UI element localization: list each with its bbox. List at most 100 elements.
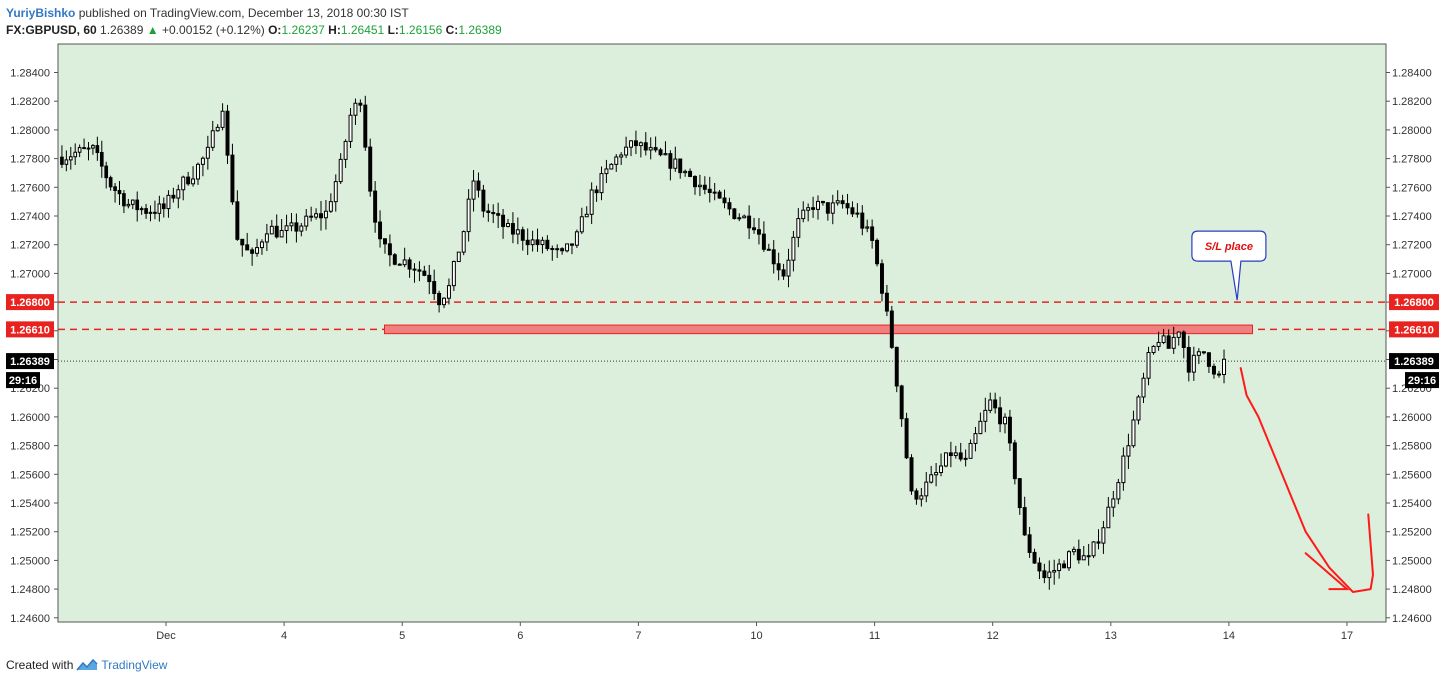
candle[interactable] (820, 200, 825, 206)
candle[interactable] (476, 172, 481, 198)
candle[interactable] (491, 204, 496, 224)
candle[interactable] (919, 487, 924, 507)
candle[interactable] (697, 174, 702, 197)
candle[interactable] (540, 236, 545, 254)
candle[interactable] (1191, 346, 1196, 381)
candle[interactable] (535, 228, 540, 252)
candle[interactable] (776, 252, 781, 281)
candle[interactable] (565, 243, 570, 253)
candle[interactable] (126, 198, 131, 209)
candle[interactable] (1166, 329, 1171, 349)
candle[interactable] (181, 175, 186, 201)
candle[interactable] (60, 145, 64, 169)
candle[interactable] (333, 174, 338, 212)
candle[interactable] (1101, 520, 1106, 554)
candle[interactable] (358, 99, 363, 113)
candle[interactable] (108, 175, 113, 191)
candle[interactable] (702, 176, 707, 195)
candle[interactable] (432, 269, 437, 301)
candle[interactable] (624, 136, 629, 159)
candle[interactable] (68, 147, 73, 170)
candle[interactable] (1066, 550, 1071, 571)
candle[interactable] (835, 190, 840, 206)
candle[interactable] (958, 442, 963, 462)
candle[interactable] (1012, 439, 1017, 485)
candle[interactable] (1071, 546, 1076, 556)
candle[interactable] (781, 263, 786, 280)
candle[interactable] (515, 217, 520, 245)
candle[interactable] (604, 159, 609, 184)
candle[interactable] (1136, 394, 1141, 425)
candle[interactable] (279, 218, 284, 238)
candle[interactable] (525, 228, 530, 255)
candle[interactable] (368, 138, 373, 197)
candle[interactable] (407, 257, 412, 278)
candle[interactable] (747, 205, 752, 240)
candle[interactable] (73, 143, 78, 165)
candle[interactable] (648, 137, 653, 160)
candle[interactable] (1037, 557, 1042, 580)
candle[interactable] (95, 136, 100, 161)
candle[interactable] (1052, 559, 1057, 585)
candle[interactable] (122, 190, 126, 214)
candle[interactable] (717, 189, 722, 199)
candle[interactable] (86, 142, 91, 161)
candle[interactable] (338, 153, 343, 185)
candle[interactable] (412, 263, 417, 283)
candle[interactable] (629, 140, 633, 157)
candle[interactable] (929, 465, 934, 484)
candle[interactable] (113, 183, 117, 203)
candle[interactable] (130, 199, 135, 210)
candle[interactable] (589, 182, 594, 225)
candle[interactable] (993, 392, 998, 414)
candle[interactable] (643, 132, 648, 156)
candle[interactable] (378, 210, 383, 248)
candle[interactable] (884, 284, 889, 317)
symbol-label[interactable]: FX:GBPUSD, 60 (6, 23, 97, 37)
candle[interactable] (973, 426, 978, 452)
candle[interactable] (899, 384, 904, 427)
candle[interactable] (117, 181, 122, 205)
candle[interactable] (889, 305, 894, 349)
candle[interactable] (998, 396, 1003, 433)
candle[interactable] (1027, 526, 1032, 558)
candle[interactable] (569, 243, 574, 255)
candle[interactable] (737, 213, 742, 222)
candle[interactable] (77, 144, 82, 158)
candle[interactable] (1111, 490, 1116, 517)
candle[interactable] (363, 95, 368, 151)
candle[interactable] (1062, 560, 1067, 569)
candle[interactable] (924, 472, 929, 503)
candle[interactable] (1032, 548, 1037, 564)
candle[interactable] (678, 158, 683, 179)
candle[interactable] (880, 259, 884, 302)
candle[interactable] (186, 171, 191, 186)
candle[interactable] (584, 206, 589, 218)
candle[interactable] (953, 445, 958, 459)
candle[interactable] (153, 200, 157, 220)
candle[interactable] (1076, 539, 1081, 564)
candle[interactable] (510, 212, 515, 244)
candle[interactable] (1151, 345, 1156, 355)
candle[interactable] (732, 208, 737, 220)
candle[interactable] (1003, 413, 1007, 434)
candle[interactable] (830, 194, 835, 225)
candle[interactable] (1161, 328, 1166, 345)
candle[interactable] (909, 454, 914, 495)
candle[interactable] (373, 181, 378, 233)
candle[interactable] (1126, 433, 1131, 469)
candle[interactable] (1106, 496, 1111, 529)
candle[interactable] (1017, 478, 1022, 515)
candle[interactable] (104, 161, 109, 189)
candle[interactable] (688, 168, 693, 178)
candle[interactable] (633, 130, 638, 155)
candle[interactable] (314, 208, 319, 220)
candle[interactable] (309, 206, 314, 222)
candle[interactable] (456, 251, 461, 263)
candle[interactable] (451, 260, 456, 291)
candle[interactable] (348, 107, 353, 148)
candle[interactable] (825, 202, 830, 221)
candle[interactable] (894, 346, 899, 393)
candle[interactable] (205, 135, 210, 170)
candle[interactable] (727, 197, 732, 216)
